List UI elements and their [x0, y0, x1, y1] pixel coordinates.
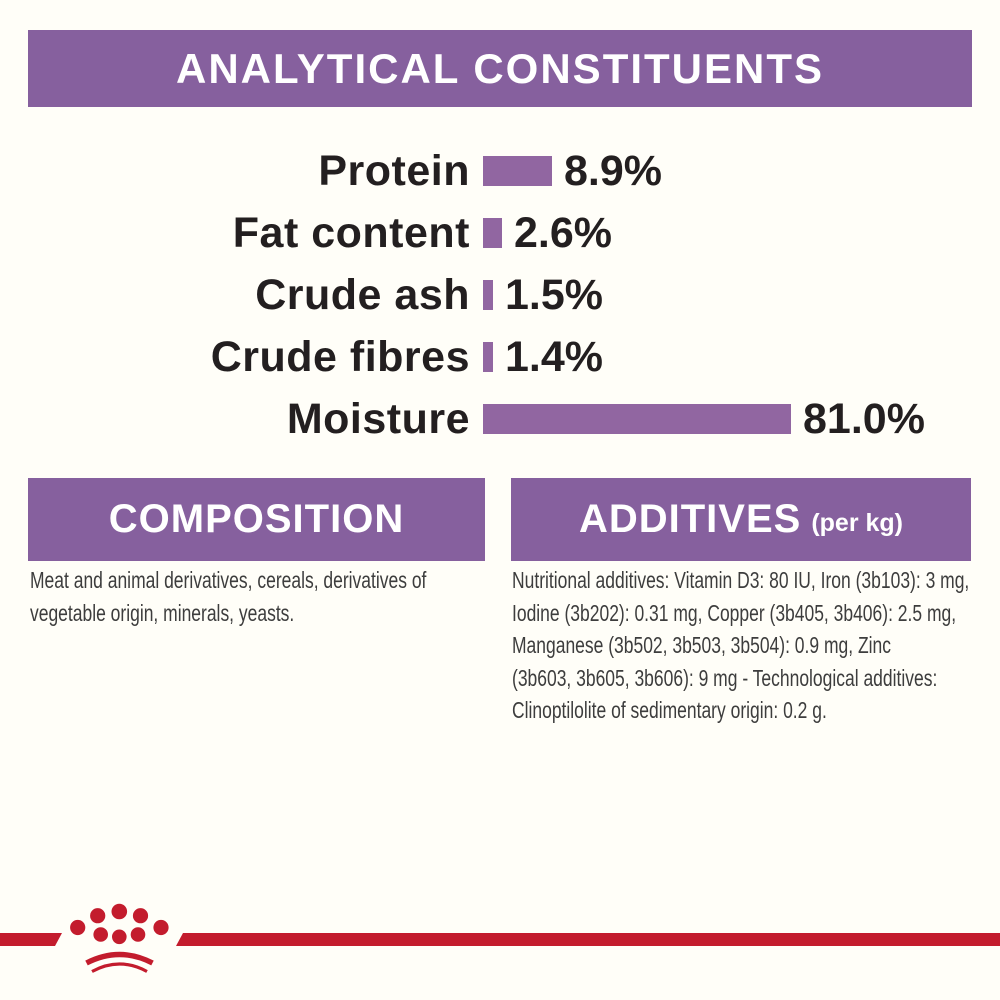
analytical-constituents-banner: ANALYTICAL CONSTITUENTS [28, 30, 972, 107]
analytical-constituents-title: ANALYTICAL CONSTITUENTS [175, 44, 825, 92]
constituent-label: Crude fibres [210, 332, 470, 381]
text-line: vegetable origin, minerals, yeasts. [30, 599, 295, 626]
analytical-constituents-chart: Protein 8.9% Fat content 2.6% Crude ash … [0, 140, 1000, 450]
constituent-value: 1.4% [505, 332, 604, 381]
crown-base-arcs [85, 951, 154, 973]
text-line: Clinoptilolite of sedimentary origin: 0.… [512, 697, 827, 723]
chart-row: Protein 8.9% [0, 140, 1000, 202]
composition-title: COMPOSITION [108, 497, 405, 541]
constituent-bar [483, 342, 493, 372]
text-line: Manganese (3b502, 3b503, 3b504): 0.9 mg,… [512, 632, 891, 658]
text-line: Meat and animal derivatives, cereals, de… [30, 567, 427, 593]
constituent-bar [483, 218, 502, 248]
text-line: Iodine (3b202): 0.31 mg, Copper (3b405, … [512, 599, 957, 626]
constituent-bar [483, 156, 552, 186]
chart-row: Fat content 2.6% [0, 202, 1000, 264]
chart-row: Crude fibres 1.4% [0, 326, 1000, 388]
crown-dots [70, 903, 169, 945]
footer-rule-left [0, 933, 62, 946]
composition-banner: COMPOSITION [28, 478, 485, 561]
footer-rule-right [176, 933, 1000, 946]
chart-row: Moisture 81.0% [0, 388, 1000, 450]
constituent-label: Fat content [232, 208, 470, 257]
royal-canin-crown-logo [70, 903, 169, 973]
constituent-bar [483, 280, 493, 310]
additives-banner: ADDITIVES (per kg) [511, 478, 971, 561]
constituent-bar [483, 404, 791, 434]
additives-title-suffix: (per kg) [811, 509, 904, 537]
constituent-label: Moisture [286, 394, 470, 443]
additives-title: ADDITIVES [578, 497, 802, 541]
constituent-value: 81.0% [803, 394, 925, 443]
constituent-value: 1.5% [505, 270, 604, 319]
text-line: (3b603, 3b605, 3b606): 9 mg - Technologi… [512, 664, 938, 691]
composition-text: Meat and animal derivatives, cereals, de… [30, 564, 426, 629]
constituent-label: Crude ash [255, 270, 470, 319]
constituent-value: 8.9% [564, 146, 663, 195]
text-line: Nutritional additives: Vitamin D3: 80 IU… [512, 567, 970, 593]
additives-text: Nutritional additives: Vitamin D3: 80 IU… [512, 564, 969, 727]
constituent-label: Protein [318, 146, 470, 195]
constituent-value: 2.6% [514, 208, 613, 257]
chart-row: Crude ash 1.5% [0, 264, 1000, 326]
